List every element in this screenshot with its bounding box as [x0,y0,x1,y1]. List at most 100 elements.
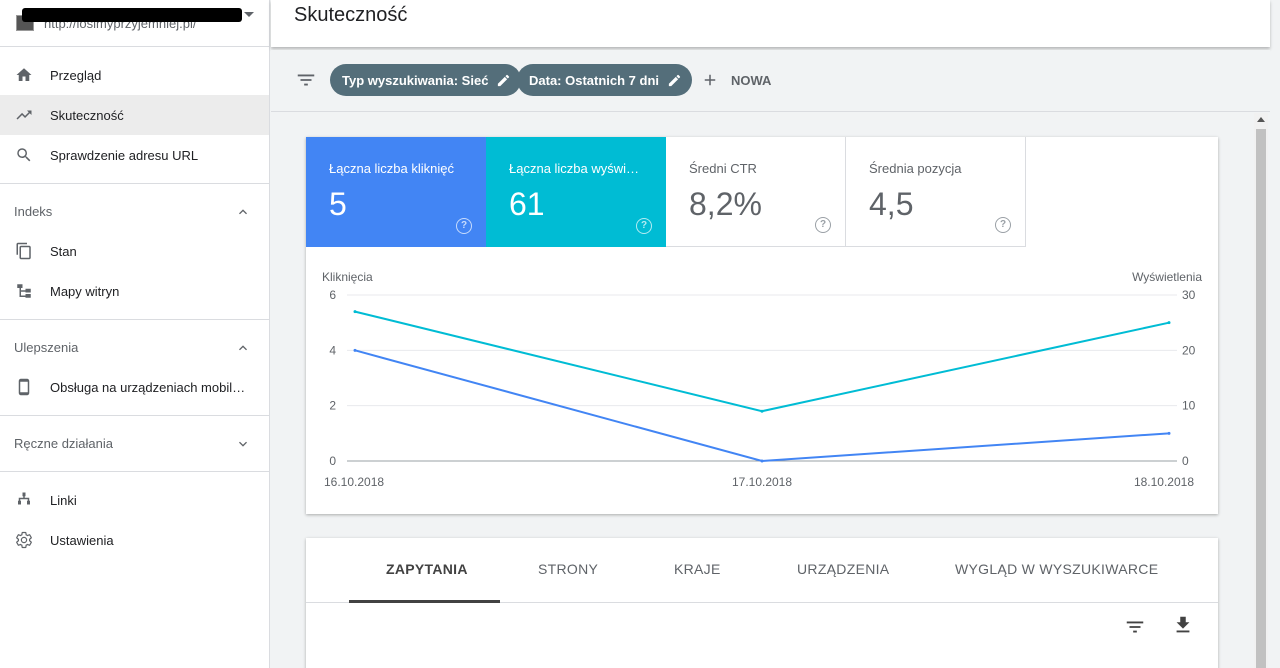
section-title: Ulepszenia [14,340,79,355]
new-filter-label: NOWA [731,72,772,88]
active-tab-indicator [349,600,500,603]
chevron-up-icon [239,208,247,214]
tab-countries[interactable]: KRAJE [674,561,721,577]
series-line-impressions [354,310,1170,413]
sidebar-item-overview[interactable]: Przegląd [0,55,269,95]
property-selector[interactable]: http://losimyprzyjemniej.pl/ [0,0,269,47]
sidebar-item-settings[interactable]: Ustawienia [0,520,269,560]
new-filter-button[interactable]: NOWA [701,67,771,93]
filter-chip-date[interactable]: Data: Ostatnich 7 dni [517,64,693,96]
section-title: Ręczne działania [14,436,114,451]
sidebar-item-label: Sprawdzenie adresu URL [50,147,199,163]
page-title: Skuteczność [294,4,408,26]
y-tick-left: 6 [329,288,336,302]
metric-label: Średni CTR [689,161,757,176]
page-header: Skuteczność [271,0,1270,47]
metric-value: 5 [329,186,347,222]
sidebar-item-url-inspection[interactable]: Sprawdzenie adresu URL [0,135,269,175]
data-point [1167,431,1171,435]
sidebar: http://losimyprzyjemniej.pl/ Przegląd Sk… [0,0,270,668]
data-point [760,459,764,463]
y-tick-right: 30 [1182,288,1196,302]
sidebar-item-sitemaps[interactable]: Mapy witryn [0,271,269,311]
filter-chip-search-type[interactable]: Typ wyszukiwania: Sieć [330,64,522,96]
search-icon [14,145,34,165]
filter-bar: Typ wyszukiwania: Sieć Data: Ostatnich 7… [271,50,1270,112]
help-icon[interactable]: ? [815,217,831,233]
filter-icon[interactable] [295,69,317,91]
y-tick-left: 0 [329,454,336,468]
x-tick-label: 18.10.2018 [1134,475,1194,489]
metric-value: 8,2% [689,186,762,222]
pencil-icon[interactable] [667,73,682,88]
y-axis-label-left: Kliknięcia [322,270,373,284]
scrollbar-thumb[interactable] [1256,129,1266,668]
sidebar-item-label: Przegląd [50,67,102,83]
section-index-header[interactable]: Indeks [0,183,269,239]
tab-queries[interactable]: ZAPYTANIA [386,561,468,577]
pencil-icon[interactable] [496,73,511,88]
scroll-up-arrow[interactable] [1257,117,1265,122]
section-title: Indeks [14,204,53,219]
y-tick-right: 10 [1182,399,1196,413]
metric-value: 4,5 [869,186,914,222]
metric-label: Łączna liczba wyświetleń [509,161,643,176]
tab-devices[interactable]: URZĄDZENIA [797,561,890,577]
x-tick-label: 17.10.2018 [732,475,792,489]
chevron-up-icon [239,344,247,350]
tab-search-appearance[interactable]: WYGLĄD W WYSZUKIWARCE [955,561,1159,577]
sidebar-item-label: Ustawienia [50,532,114,548]
metric-label: Średnia pozycja [869,161,962,176]
trending-up-icon [14,105,34,125]
y-tick-right: 0 [1182,454,1189,468]
data-point [353,348,357,352]
chevron-down-icon[interactable] [244,12,254,17]
sidebar-item-mobile-usability[interactable]: Obsługa na urządzeniach mobil… [0,367,269,407]
metric-value: 61 [509,186,545,222]
x-tick-label: 16.10.2018 [324,475,384,489]
data-point [353,310,357,314]
metric-total-impressions[interactable]: Łączna liczba wyświetleń 61 ? [486,137,666,247]
y-tick-left: 4 [329,343,336,357]
home-icon [14,65,34,85]
data-point [760,409,764,413]
redaction-bar [22,8,242,22]
y-tick-left: 2 [329,399,336,413]
y-tick-right: 20 [1182,343,1196,357]
scrollbar[interactable] [1254,113,1268,668]
sidebar-item-coverage[interactable]: Stan [0,231,269,271]
chip-label: Data: Ostatnich 7 dni [529,72,660,88]
download-icon[interactable] [1172,614,1194,636]
sidebar-item-performance[interactable]: Skuteczność [0,95,269,135]
metric-total-clicks[interactable]: Łączna liczba kliknięć 5 ? [306,137,486,247]
gear-icon [14,530,34,550]
sidebar-item-links[interactable]: Linki [0,480,269,520]
section-manual-actions-header[interactable]: Ręczne działania [0,415,269,471]
section-enhancements-header[interactable]: Ulepszenia [0,319,269,375]
help-icon[interactable]: ? [636,218,652,234]
sidebar-item-label: Mapy witryn [50,283,120,299]
dimensions-card: ZAPYTANIA STRONY KRAJE URZĄDZENIA WYGLĄD… [306,538,1218,668]
metric-average-ctr[interactable]: Średni CTR 8,2% ? [666,137,846,247]
data-point [1167,321,1171,325]
help-icon[interactable]: ? [456,218,472,234]
sidebar-item-label: Obsługa na urządzeniach mobil… [50,379,246,395]
filter-icon[interactable] [1124,616,1146,638]
sidebar-item-label: Skuteczność [50,107,124,123]
performance-chart: 0 2 4 6 0 10 20 30 Kliknięcia Wyświetlenia 16.10.2… [322,270,1202,489]
metric-average-position[interactable]: Średnia pozycja 4,5 ? [846,137,1026,247]
sidebar-item-label: Stan [50,243,77,259]
y-axis-label-right: Wyświetlenia [1132,270,1202,284]
help-icon[interactable]: ? [995,217,1011,233]
sitemap-icon [14,281,34,301]
links-icon [14,490,34,510]
performance-card: Łączna liczba kliknięć 5 ? Łączna liczba… [306,137,1218,514]
chevron-down-icon [239,441,247,447]
chip-label: Typ wyszukiwania: Sieć [342,72,489,88]
dimension-tabs: ZAPYTANIA STRONY KRAJE URZĄDZENIA WYGLĄD… [306,538,1218,603]
smartphone-icon [14,377,34,397]
copy-icon [14,241,34,261]
plus-icon [704,74,716,86]
tab-pages[interactable]: STRONY [538,561,599,577]
sidebar-item-label: Linki [50,492,77,508]
